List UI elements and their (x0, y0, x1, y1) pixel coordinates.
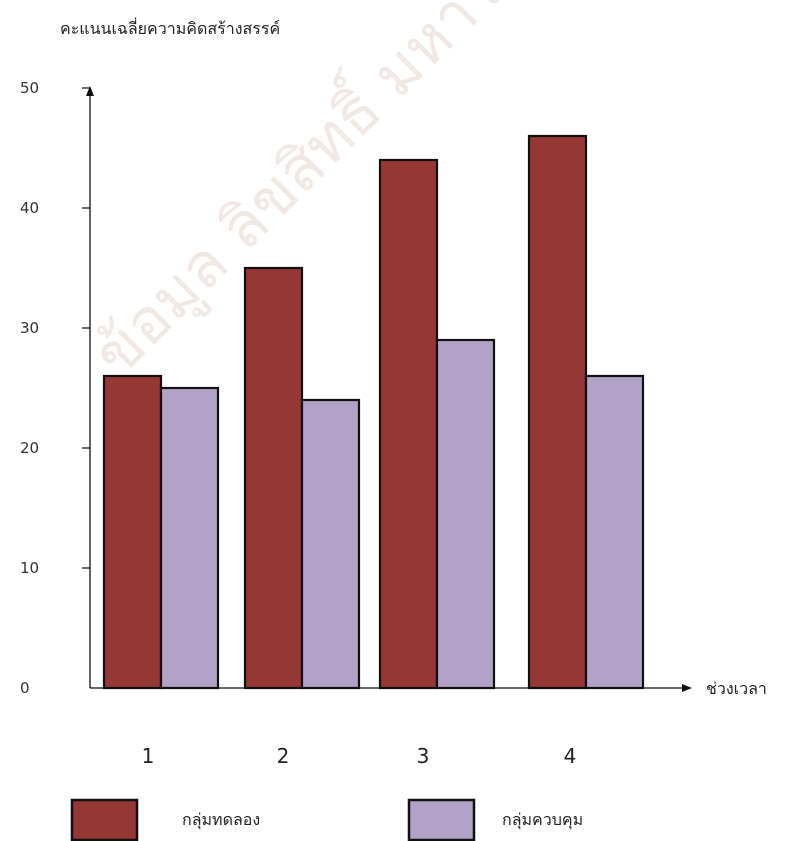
y-tick-label: 40 (20, 199, 39, 217)
category-label: 4 (564, 744, 577, 768)
y-tick-label: 0 (20, 679, 30, 697)
bar-experimental-2 (243, 266, 304, 690)
x-axis-arrow-icon (682, 684, 692, 692)
y-axis-arrow-icon (86, 86, 94, 96)
bar-control-2 (300, 398, 361, 690)
y-axis-label: คะแนนเฉลี่ยความคิดสร้างสรรค์ (60, 17, 280, 38)
bar-experimental-4 (527, 134, 588, 690)
y-tick-label: 10 (20, 559, 39, 577)
legend-label: กลุ่มทดลอง (182, 810, 260, 830)
x-axis-label: ช่วงเวลา (706, 679, 767, 698)
legend-label: กลุ่มควบคุม (502, 810, 583, 830)
y-ticks: 0 10 20 30 40 50 (20, 79, 90, 697)
category-label: 3 (417, 744, 430, 768)
y-tick-label: 20 (20, 439, 39, 457)
legend: กลุ่มทดลอง กลุ่มควบคุม (70, 798, 583, 841)
category-labels: 1 2 3 4 (142, 744, 577, 768)
y-tick-label: 30 (20, 319, 39, 337)
bars (102, 134, 645, 690)
legend-swatch (70, 798, 139, 841)
bar-control-3 (435, 338, 496, 690)
legend-swatch (407, 798, 476, 841)
category-label: 2 (277, 744, 290, 768)
bar-control-1 (159, 386, 220, 690)
bar-experimental-1 (102, 374, 163, 690)
y-tick-label: 50 (20, 79, 39, 97)
bar-experimental-3 (378, 158, 439, 690)
category-label: 1 (142, 744, 155, 768)
bar-control-4 (584, 374, 645, 690)
